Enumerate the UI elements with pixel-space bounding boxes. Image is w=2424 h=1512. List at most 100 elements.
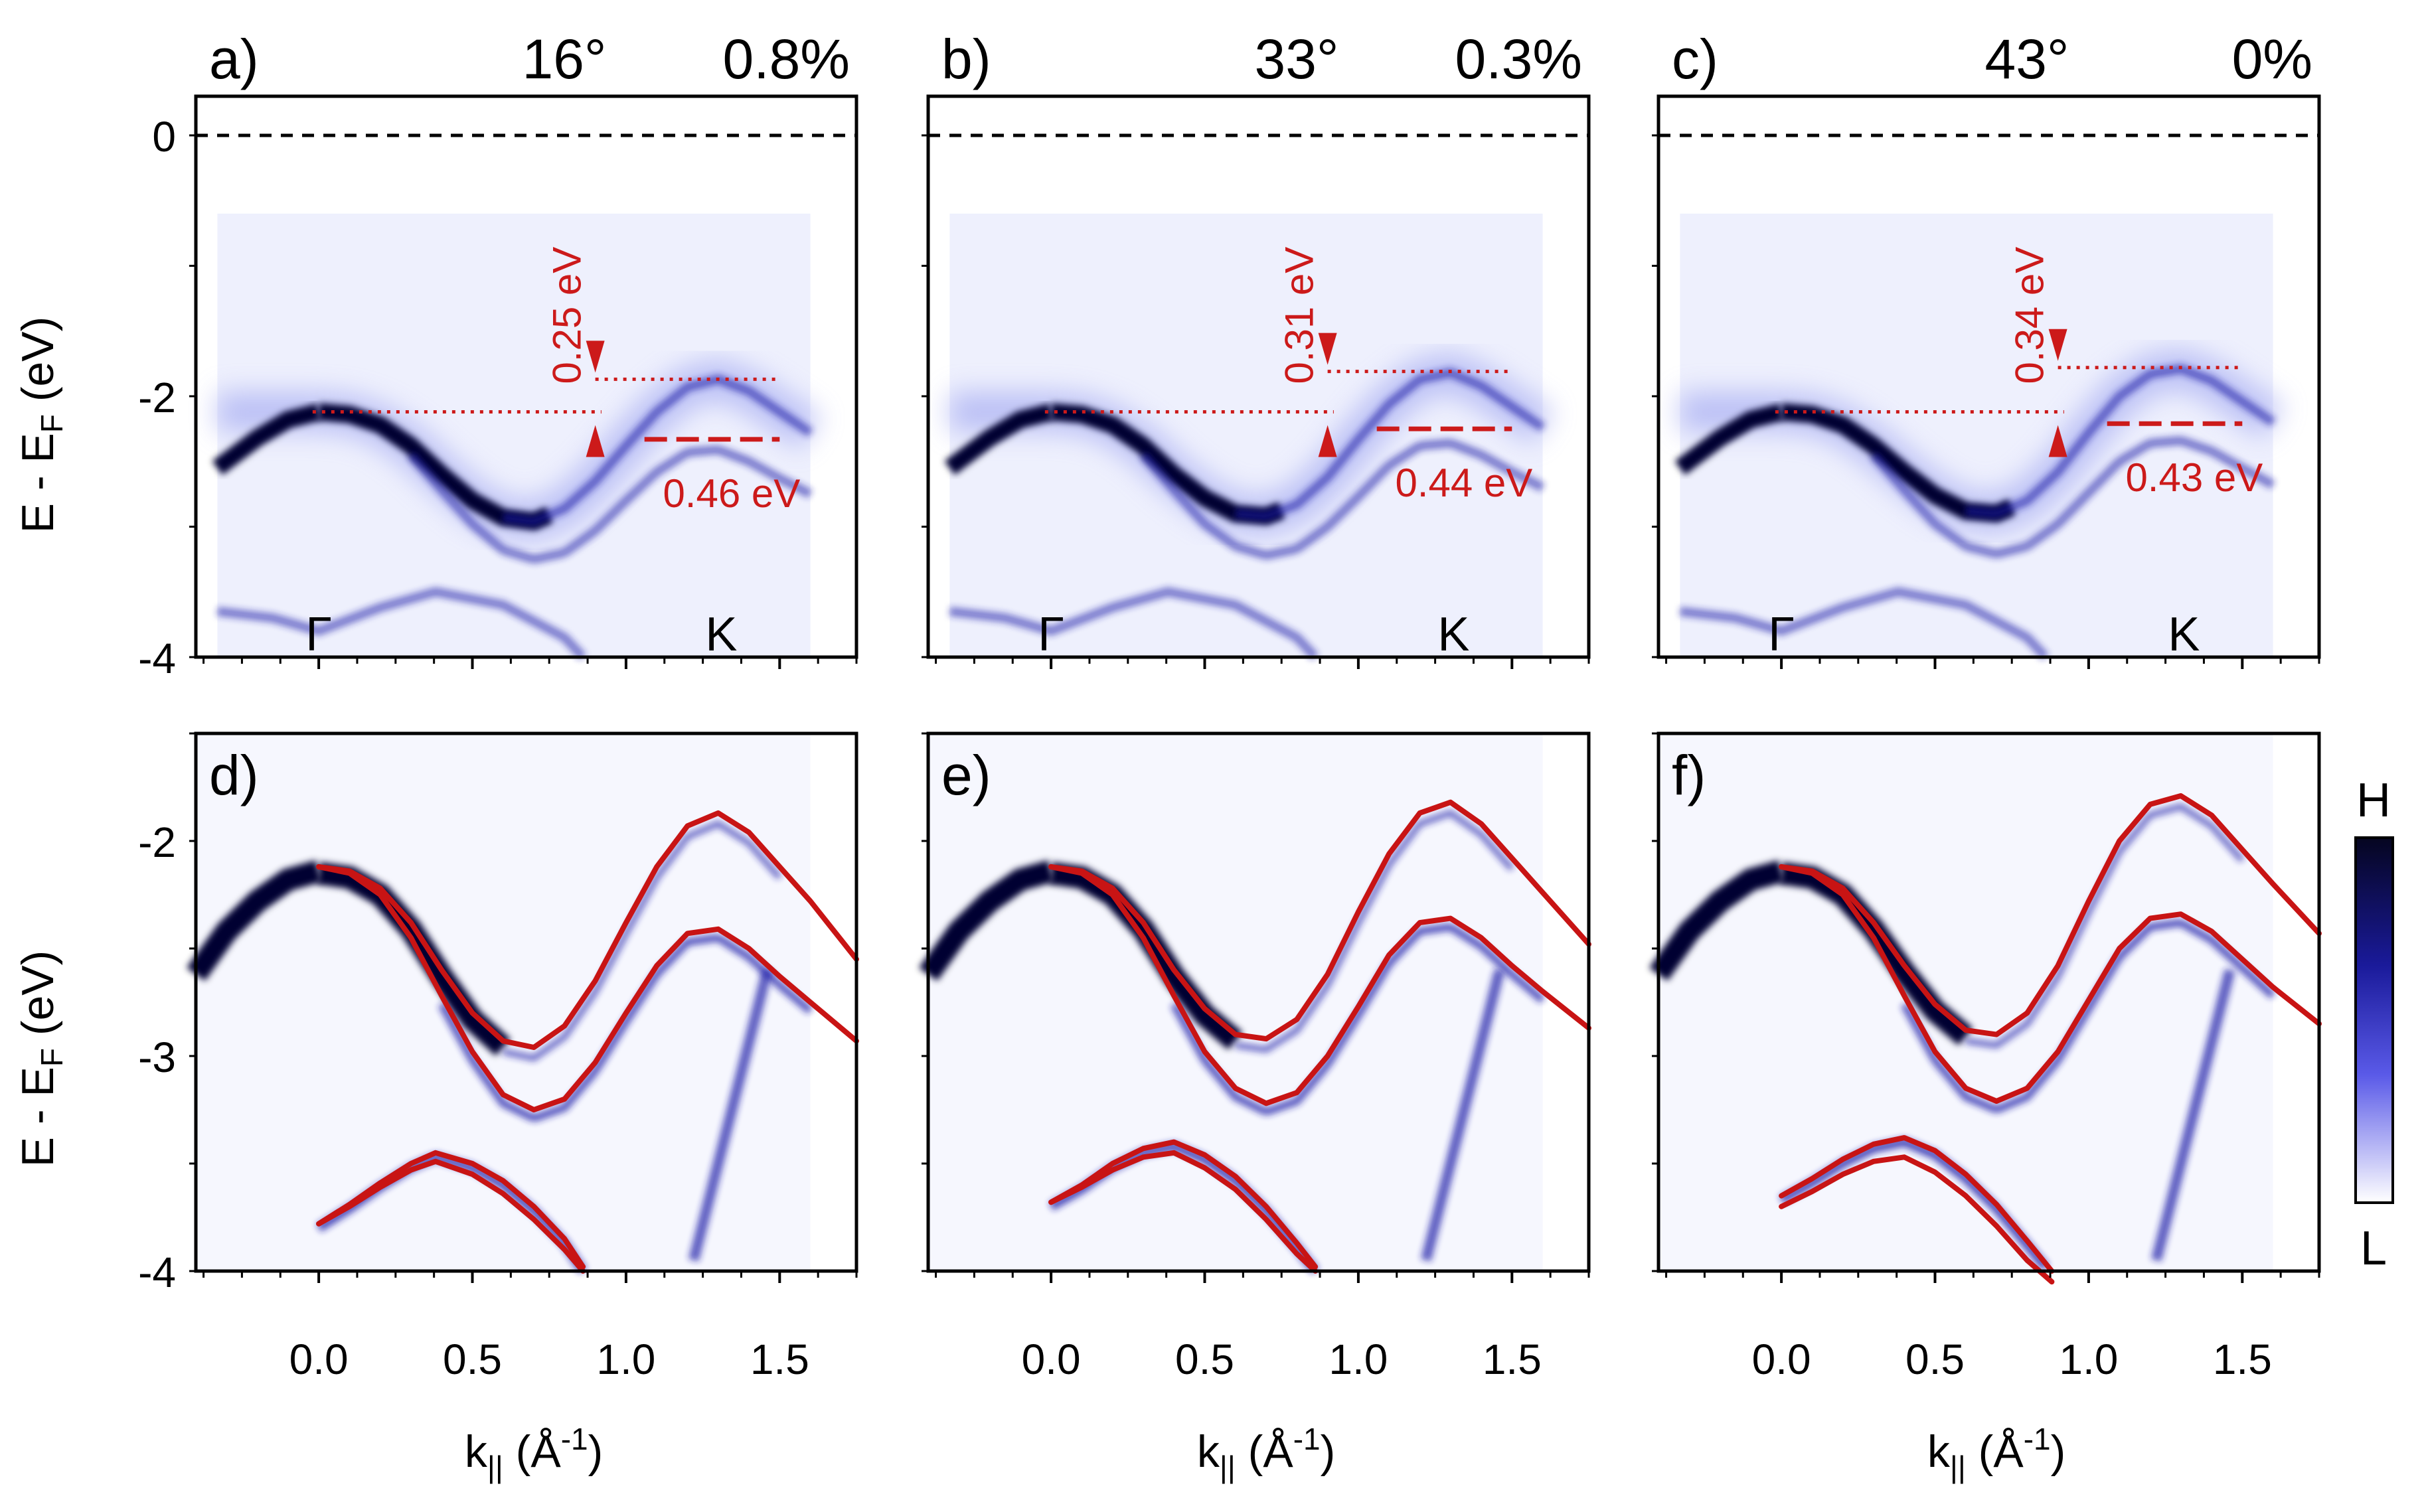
arrow-down-icon bbox=[2048, 329, 2067, 361]
x-axis-title-part: -1 bbox=[1293, 1422, 1321, 1456]
x-axis-title-part: ) bbox=[1321, 1426, 1336, 1477]
panel-label: a) bbox=[209, 28, 259, 90]
arpes-map-background bbox=[217, 213, 811, 657]
arpes-band-deep bbox=[949, 587, 1319, 660]
y-axis-title-top-main: E - E bbox=[13, 433, 63, 533]
arpes-band-upper bbox=[1235, 368, 1546, 521]
panel-c: 0.34 eV 0.43 eV Γ Kc) 43° 0% bbox=[1652, 28, 2321, 669]
x-axis-title: k|| (Å-1) bbox=[1197, 1422, 1335, 1484]
arrow-up-icon bbox=[586, 425, 605, 457]
curvature-band-upper bbox=[1965, 802, 2245, 1049]
arrow-up-icon bbox=[1318, 425, 1337, 457]
x-tick-label: 0.5 bbox=[1905, 1335, 1965, 1383]
fit-curve-1 bbox=[1048, 864, 1591, 1106]
arrow-up-icon bbox=[2048, 425, 2067, 457]
arpes-band-upper bbox=[502, 374, 813, 526]
curvature-band-left bbox=[919, 860, 1054, 981]
bottom-2-frame bbox=[1656, 731, 2321, 1273]
x-tick-label: 1.5 bbox=[2213, 1335, 2272, 1383]
y-axis-title-top-sub: F bbox=[35, 414, 69, 433]
colorbar-low-label: L bbox=[2360, 1222, 2387, 1275]
x-tick-label: 1.0 bbox=[1329, 1335, 1388, 1383]
fit-curve-1 bbox=[1779, 864, 2322, 1104]
twist-angle-label: 33° bbox=[1254, 28, 1338, 90]
fit-curve-0 bbox=[1779, 793, 2322, 1037]
twist-angle-label: 16° bbox=[522, 28, 606, 90]
y-tick-label-top: -2 bbox=[138, 374, 176, 421]
panel-label: f) bbox=[1672, 744, 1706, 806]
fit-curve-3 bbox=[316, 1158, 586, 1274]
curvature-map-background bbox=[1658, 733, 2273, 1271]
x-axis-titles: k|| (Å-1) k|| (Å-1) k|| (Å-1) bbox=[465, 1422, 2065, 1484]
arpes-band-deep bbox=[1679, 587, 2050, 660]
fit-curve-0 bbox=[316, 810, 859, 1050]
strain-label: 0% bbox=[2232, 28, 2312, 90]
fit-curve-1 bbox=[316, 864, 859, 1112]
split-label: 0.43 eV bbox=[2125, 455, 2263, 500]
x-axis-title-part: ) bbox=[588, 1426, 604, 1477]
panel-label: c) bbox=[1672, 28, 1718, 90]
colorbar: H L bbox=[2354, 774, 2394, 1275]
x-axis-title-part: k bbox=[1927, 1426, 1951, 1477]
arpes-band-upper bbox=[1965, 364, 2276, 518]
x-tick-label: 0.0 bbox=[1022, 1335, 1081, 1383]
arpes-map-background bbox=[1680, 213, 2273, 657]
bottom-1-frame bbox=[926, 731, 1591, 1273]
curvature-band-lower bbox=[1900, 919, 2276, 1113]
curvature-band-left bbox=[1649, 860, 1785, 981]
x-tick-label: 0.5 bbox=[1175, 1335, 1234, 1383]
split-label: 0.44 eV bbox=[1395, 461, 1532, 505]
gap-label: 0.25 eV bbox=[545, 247, 590, 384]
y-axis-title-bottom-main: E - E bbox=[13, 1067, 63, 1167]
y-axis-title-bottom: E - EF (eV) bbox=[13, 950, 69, 1168]
curvature-band-deep bbox=[1779, 1137, 2050, 1271]
arrow-down-icon bbox=[586, 340, 605, 373]
x-tick-label: 1.0 bbox=[596, 1335, 655, 1383]
x-axis-title-part: (Å bbox=[503, 1426, 562, 1477]
curvature-band-dark bbox=[1049, 862, 1243, 1050]
curvature-band-k-steep bbox=[1420, 968, 1505, 1262]
y-tick-label-bottom: -4 bbox=[138, 1248, 176, 1296]
arpes-band-deep bbox=[216, 587, 587, 660]
panel-label: e) bbox=[941, 744, 991, 806]
split-label: 0.46 eV bbox=[663, 471, 800, 516]
arpes-band-lower bbox=[1139, 438, 1545, 560]
curvature-band-dark bbox=[317, 862, 511, 1056]
x-axis-title-part: k bbox=[465, 1426, 488, 1477]
arrow-down-icon bbox=[1318, 333, 1337, 365]
x-tick-label: 0.0 bbox=[1752, 1335, 1811, 1383]
curvature-band-k-steep bbox=[688, 968, 773, 1262]
top-2-frame bbox=[1656, 94, 2321, 659]
curvature-band-upper bbox=[502, 820, 783, 1062]
fit-curve-0 bbox=[1048, 799, 1591, 1042]
panel-f: 0.0 0.5 1.0 1.5 f) bbox=[1649, 731, 2322, 1383]
x-tick-label: 1.5 bbox=[1483, 1335, 1542, 1383]
x-axis-title-part: -1 bbox=[2024, 1422, 2051, 1456]
fit-curve-2 bbox=[1779, 1135, 2055, 1274]
x-axis-title-part: (Å bbox=[1966, 1426, 2024, 1477]
gamma-point-label: Γ bbox=[1038, 608, 1064, 661]
y-tick-label-top: -4 bbox=[138, 635, 176, 682]
x-axis-title-part: (Å bbox=[1236, 1426, 1294, 1477]
top-0-frame bbox=[194, 94, 858, 659]
k-point-label: K bbox=[1437, 608, 1469, 661]
colorbar-gradient bbox=[2354, 836, 2394, 1204]
gap-label: 0.34 eV bbox=[2008, 247, 2052, 384]
y-tick-label-bottom: -3 bbox=[138, 1033, 176, 1081]
colorbar-high-label: H bbox=[2356, 774, 2391, 827]
twist-angle-label: 43° bbox=[1984, 28, 2069, 90]
x-axis-title-part: ) bbox=[2051, 1426, 2066, 1477]
y-tick-label-bottom: -2 bbox=[138, 818, 176, 866]
x-axis-title-part: k bbox=[1197, 1426, 1220, 1477]
x-axis-title-part: || bbox=[1220, 1450, 1236, 1484]
gamma-point-label: Γ bbox=[1768, 608, 1795, 661]
x-tick-label: 1.0 bbox=[2059, 1335, 2118, 1383]
k-point-label: K bbox=[2168, 608, 2200, 661]
arpes-band-lower bbox=[407, 445, 813, 564]
top-1-frame bbox=[926, 94, 1591, 659]
strain-label: 0.3% bbox=[1455, 28, 1582, 90]
x-axis-title-part: || bbox=[1950, 1450, 1966, 1484]
arpes-band-left bbox=[944, 403, 1054, 475]
curvature-band-lower bbox=[438, 934, 813, 1122]
